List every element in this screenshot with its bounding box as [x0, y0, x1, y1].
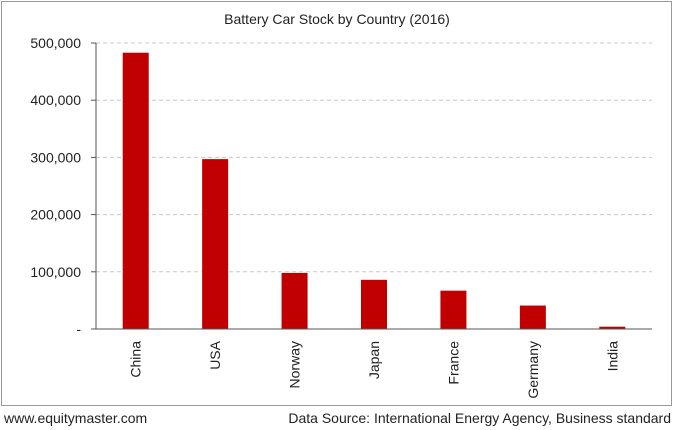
- x-tick-label: Germany: [525, 341, 541, 399]
- bar-usa: [202, 159, 229, 329]
- y-tick-label: 100,000: [30, 264, 81, 280]
- bar-india: [599, 326, 626, 329]
- bar-china: [122, 52, 149, 329]
- bar-japan: [361, 279, 387, 329]
- bar-germany: [519, 305, 546, 329]
- gridlines: [96, 42, 652, 273]
- bar-france: [440, 290, 467, 329]
- data-source-note: Data Source: International Energy Agency…: [288, 410, 671, 426]
- y-tick-label: 500,000: [30, 35, 81, 51]
- y-tick-label: 400,000: [30, 92, 81, 108]
- chart-title: Battery Car Stock by Country (2016): [224, 11, 450, 27]
- x-tick-label: Japan: [366, 341, 382, 379]
- x-tick-label: China: [128, 341, 144, 378]
- y-tick-label: -: [76, 321, 81, 337]
- axes: [95, 43, 652, 330]
- bars: [122, 52, 626, 329]
- bar-norway: [281, 272, 308, 329]
- chart-frame: [1, 1, 672, 406]
- x-tick-label: India: [604, 341, 620, 372]
- x-tick-label: USA: [207, 340, 223, 369]
- website-credit: www.equitymaster.com: [4, 410, 148, 426]
- y-tick-label: 300,000: [30, 149, 81, 165]
- y-tick-label: 200,000: [30, 207, 81, 223]
- x-tick-label: Norway: [287, 341, 303, 388]
- y-axis-ticks: - 100,000 200,000 300,000 400,000 500,000: [30, 35, 96, 337]
- x-axis-ticks: China USA Norway Japan France Germany India: [128, 340, 621, 398]
- x-tick-label: France: [445, 341, 461, 385]
